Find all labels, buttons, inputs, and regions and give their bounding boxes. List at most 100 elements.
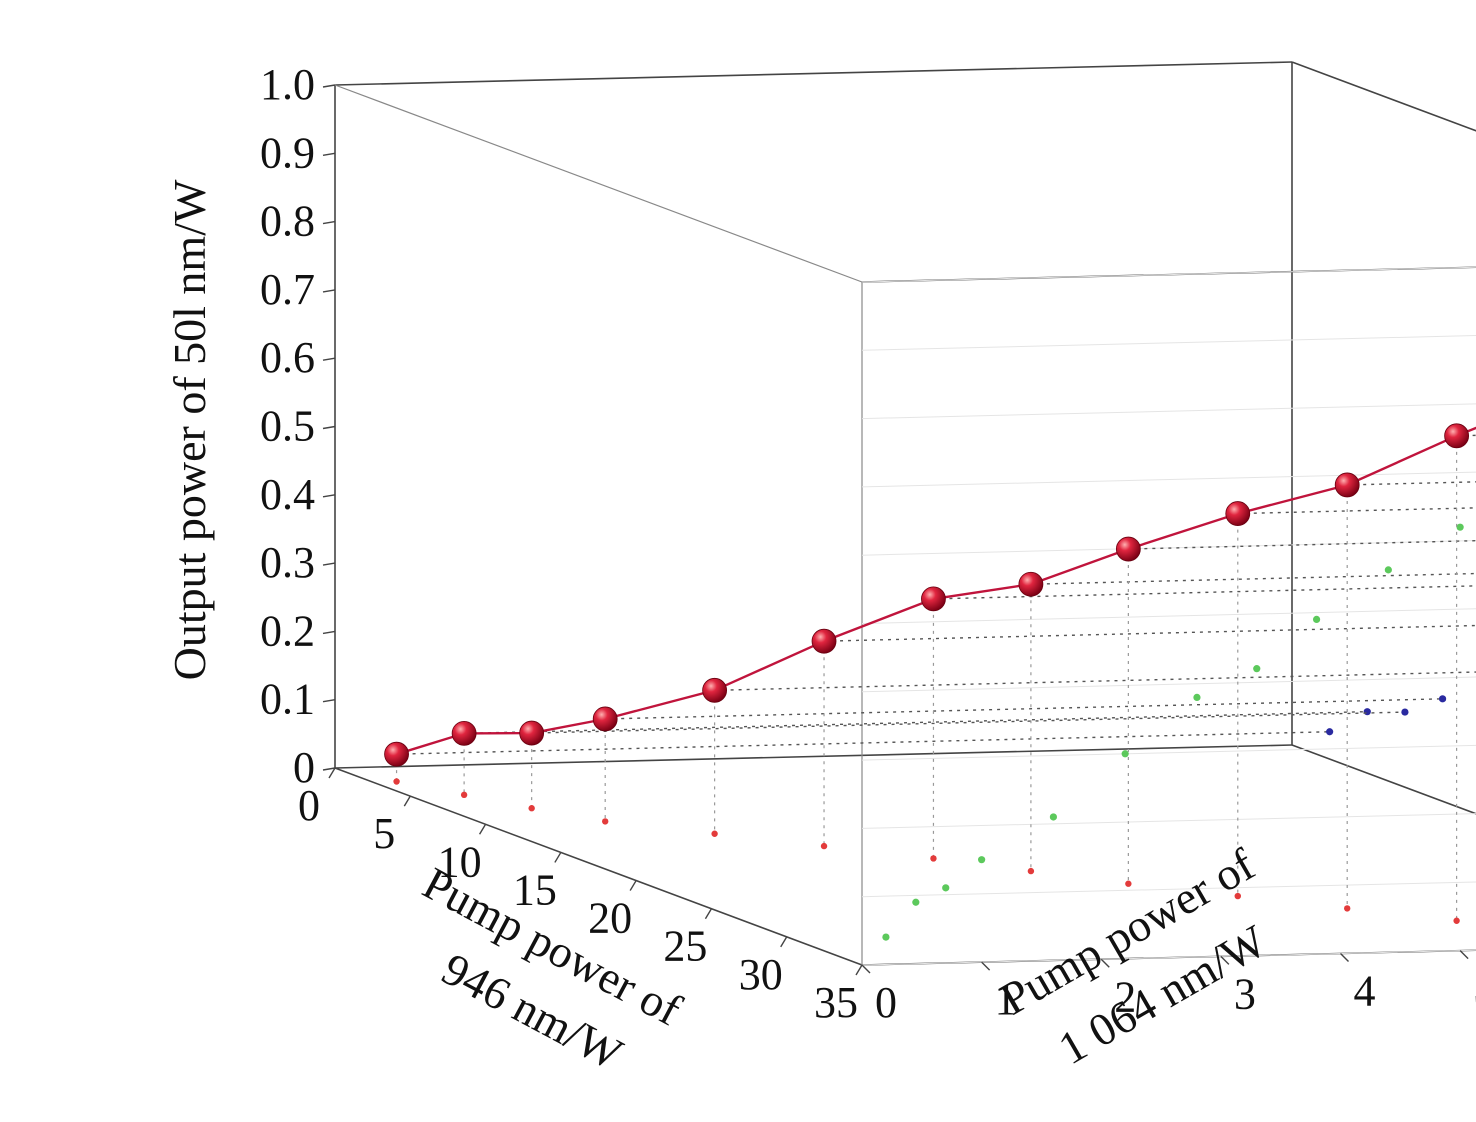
projection-line: [714, 671, 1476, 692]
projection-line: [605, 698, 1443, 720]
data-point-sphere: [1444, 423, 1470, 449]
data-point-sphere: [519, 720, 545, 746]
grid-line: [861, 881, 1476, 898]
floor-projection-point: [1125, 880, 1132, 887]
z-tick-mark: [322, 630, 336, 635]
floor-projection-point: [930, 855, 937, 862]
frame-edge: [334, 84, 863, 283]
x-tick-mark: [403, 795, 411, 807]
x-tick-mark: [478, 823, 487, 835]
frame-edge: [334, 744, 1293, 769]
wall-projection-point: [1363, 708, 1371, 716]
data-point-sphere: [1018, 571, 1044, 597]
z-tick-label: 0: [293, 743, 315, 792]
projection-line: [531, 711, 1405, 734]
data-point-sphere: [1225, 501, 1251, 526]
projection-points: [393, 434, 1476, 941]
wall-projection-point: [1438, 695, 1447, 703]
grid-line: [861, 403, 1476, 420]
z-tick-mark: [322, 494, 336, 498]
x-tick-label: 30: [739, 950, 783, 999]
side-projection-point: [1384, 566, 1392, 574]
z-axis-title: Output power of 50l nm/W: [164, 179, 215, 680]
y-tick-mark: [1459, 950, 1469, 960]
side-projection-point: [882, 933, 890, 941]
y-tick-label: 0: [875, 978, 897, 1027]
y-tick-mark: [1220, 955, 1230, 965]
grid-line: [861, 813, 1476, 829]
z-tick-label: 0.1: [260, 675, 315, 724]
z-tick-label: 0.9: [260, 128, 315, 177]
data-point-sphere: [702, 677, 728, 703]
floor-projection-point: [1234, 892, 1241, 900]
y-tick-mark: [1340, 953, 1349, 962]
y-tick-mark: [1100, 958, 1110, 968]
wall-projection-point: [1326, 728, 1334, 736]
side-projection-point: [978, 856, 986, 864]
y-tick-label: 1: [995, 975, 1017, 1024]
y-tick-label: 2: [1114, 972, 1136, 1021]
data-point-sphere: [451, 720, 477, 746]
z-tick-mark: [322, 289, 336, 293]
side-projection-point: [1193, 693, 1201, 702]
z-tick-mark: [322, 220, 336, 225]
tick-labels: 00.10.20.30.40.50.60.70.80.91.0051015202…: [260, 60, 1476, 1027]
side-projection-point: [912, 898, 920, 906]
data-point-sphere: [1334, 472, 1360, 498]
side-projection-point: [1312, 615, 1321, 624]
y-tick-mark: [861, 964, 871, 974]
frame-edge: [334, 61, 1293, 86]
projection-line: [396, 731, 1330, 755]
side-projection-point: [1253, 665, 1261, 673]
projection-line: [824, 624, 1476, 642]
z-tick-label: 0.7: [260, 265, 315, 314]
projection-line: [1030, 572, 1476, 585]
y-tick-label: 3: [1234, 969, 1256, 1018]
side-projection-point: [1049, 813, 1057, 821]
x-tick-label: 0: [298, 781, 320, 830]
x-tick-mark: [554, 852, 562, 863]
x-tick-label: 10: [438, 837, 482, 886]
side-projection-point: [1121, 750, 1129, 758]
x-tick-mark: [704, 908, 713, 920]
z-tick-label: 0.6: [260, 333, 315, 382]
grid-line: [861, 539, 1476, 556]
floor-projection-point: [601, 818, 609, 825]
x-tick-mark: [328, 767, 336, 779]
grid-line: [861, 608, 1476, 624]
frame-edge: [334, 767, 863, 966]
z-tick-label: 0.4: [260, 470, 315, 519]
data-point-sphere: [592, 706, 618, 732]
z-tick-mark: [322, 84, 336, 88]
grid-line: [861, 266, 1476, 283]
series-line: [396, 426, 1476, 756]
z-tick-mark: [322, 425, 336, 430]
z-tick-label: 0.3: [260, 538, 315, 587]
grid-line: [861, 335, 1476, 351]
data-point-sphere: [384, 741, 409, 767]
z-tick-label: 0.2: [260, 606, 315, 655]
floor-projection-point: [393, 778, 400, 785]
data-point-sphere: [1115, 536, 1141, 562]
data-point-sphere: [921, 586, 946, 612]
data-series: [384, 423, 1476, 767]
z-tick-mark: [322, 152, 336, 156]
z-tick-mark: [322, 562, 336, 566]
x-tick-mark: [780, 936, 788, 948]
x-tick-label: 35: [814, 978, 858, 1027]
x-tick-label: 20: [588, 894, 632, 943]
y-tick-label: 4: [1354, 967, 1376, 1016]
grid-lines: [861, 266, 1476, 966]
wall-projection-point: [1401, 708, 1409, 716]
floor-projection-point: [1027, 867, 1035, 875]
frame-edge: [1291, 61, 1476, 132]
floor-projection-point: [460, 791, 468, 799]
z-tick-mark: [322, 357, 336, 361]
z-tick-mark: [322, 699, 336, 703]
side-projection-point: [1456, 523, 1464, 531]
y-tick-mark: [981, 961, 991, 971]
floor-projection-point: [711, 830, 718, 837]
z-tick-label: 0.5: [260, 402, 315, 451]
z-tick-label: 1.0: [260, 60, 315, 109]
